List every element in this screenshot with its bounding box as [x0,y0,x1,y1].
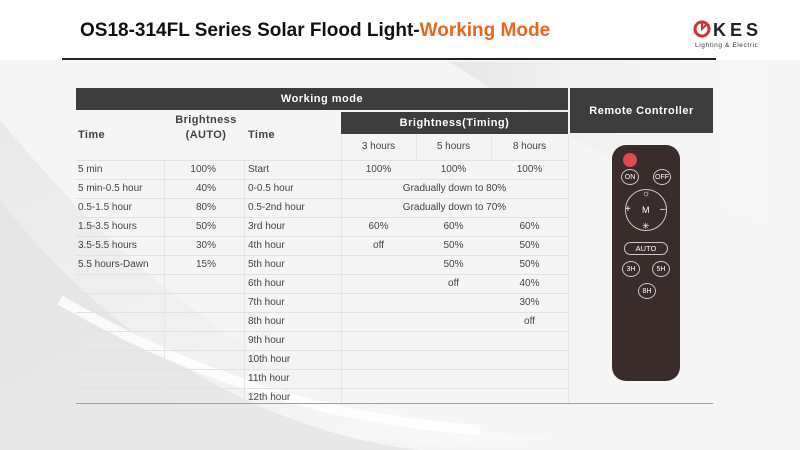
on-button[interactable]: ON [621,169,639,185]
cell-brightness-auto: 40% [195,183,216,194]
row-divider [76,388,568,389]
cell-time2: 7th hour [248,297,285,308]
minus-button[interactable]: – [660,204,666,215]
page-title: OS18-314FL Series Solar Flood Light-Work… [80,20,550,42]
col-time-header: Time [78,129,106,141]
auto-button[interactable]: AUTO [624,242,668,255]
cell-brightness-auto: 15% [195,259,216,270]
cell-time2: 0-0.5 hour [248,183,294,194]
row-divider [76,160,568,161]
cell-time2: 10th hour [248,354,291,365]
cell-8h: 100% [516,164,543,175]
timer-3h-button[interactable]: 3H [622,261,640,277]
col-divider [341,135,342,403]
timing-col-8h: 8 hours [512,141,547,152]
plus-button[interactable]: + [625,204,631,215]
cell-5h: off [448,278,459,289]
cell-8h: 60% [519,221,540,232]
power-indicator [623,153,637,167]
col-divider [244,160,245,403]
timing-col-5h: 5 hours [436,141,471,152]
cell-time2: 8th hour [248,316,285,327]
cell-brightness-auto: 30% [195,240,216,251]
col-divider [164,160,165,403]
cell-5h: 50% [443,240,464,251]
brightness-timing-header: Brightness(Timing) [341,112,568,134]
cell-time2: 9th hour [248,335,285,346]
remote-controller-header: Remote Controller [570,88,713,133]
col-divider [568,135,569,403]
table-bottom-rule [76,403,713,404]
row-divider [76,255,568,256]
cell-time2: 3rd hour [248,221,286,232]
mode-button[interactable]: M [642,205,650,215]
row-divider [76,236,568,237]
row-divider [76,369,568,370]
logo-wordmark: KES [693,20,762,41]
row-divider [76,350,568,351]
col-divider [416,135,417,160]
remote-controller: ON OFF ☼ ✳ + – M AUTO 3H 5H 8H [612,145,680,381]
off-button[interactable]: OFF [653,169,671,185]
cell-timing-span: Gradually down to 70% [402,202,507,213]
header-divider [62,58,716,60]
slide-header: OS18-314FL Series Solar Flood Light-Work… [0,0,800,62]
cell-time: 5.5 hours-Dawn [78,259,149,270]
row-divider [76,274,568,275]
brand-logo: KES Lighting & Electric [693,20,773,54]
cell-time: 1.5-3.5 hours [78,221,137,232]
working-mode-header: Working mode [76,88,568,110]
col-brightness-auto-header-1: Brightness [175,114,237,126]
cell-8h: 50% [519,240,540,251]
cell-time2: 5th hour [248,259,285,270]
cell-brightness-auto: 100% [190,164,216,175]
cell-5h: 50% [443,259,464,270]
cell-time2: 4th hour [248,240,285,251]
timer-5h-button[interactable]: 5H [652,261,670,277]
cell-3h: 60% [368,221,389,232]
row-divider [76,331,568,332]
logo-tagline: Lighting & Electric [695,42,759,49]
col-time2-header: Time [248,129,276,141]
cell-brightness-auto: 80% [195,202,216,213]
logo-letters: KES [713,20,763,40]
cell-time: 5 min-0.5 hour [78,183,143,194]
row-divider [76,293,568,294]
cell-5h: 100% [440,164,467,175]
row-divider [76,198,568,199]
sun-icon[interactable]: ☼ [642,188,651,198]
timing-col-3h: 3 hours [361,141,396,152]
cell-timing-span: Gradually down to 80% [402,183,507,194]
cell-brightness-auto: 50% [195,221,216,232]
dim-sun-icon[interactable]: ✳ [642,221,650,231]
cell-8h: 50% [519,259,540,270]
cell-3h: 100% [365,164,392,175]
title-main: OS18-314FL Series Solar Flood Light- [80,20,420,41]
cell-5h: 60% [443,221,464,232]
cell-time2: 0.5-2nd hour [248,202,305,213]
row-divider [76,179,568,180]
cell-time2: Start [248,164,270,175]
col-divider [491,135,492,160]
col-brightness-auto-header-2: (AUTO) [185,129,227,141]
row-divider [76,217,568,218]
cell-time: 5 min [78,164,103,175]
title-accent: Working Mode [419,20,551,41]
cell-8h: off [524,316,535,327]
cell-8h: 30% [519,297,540,308]
cell-time: 3.5-5.5 hours [78,240,137,251]
cell-time2: 6th hour [248,278,285,289]
timer-8h-button[interactable]: 8H [638,283,656,299]
cell-time: 0.5-1.5 hour [78,202,132,213]
cell-3h: off [373,240,384,251]
cell-8h: 40% [519,278,540,289]
cell-time2: 11th hour [248,373,290,384]
logo-o-mark [693,20,711,38]
control-ring [625,189,667,231]
cell-time2: 12th hour [248,392,291,403]
row-divider [76,312,568,313]
